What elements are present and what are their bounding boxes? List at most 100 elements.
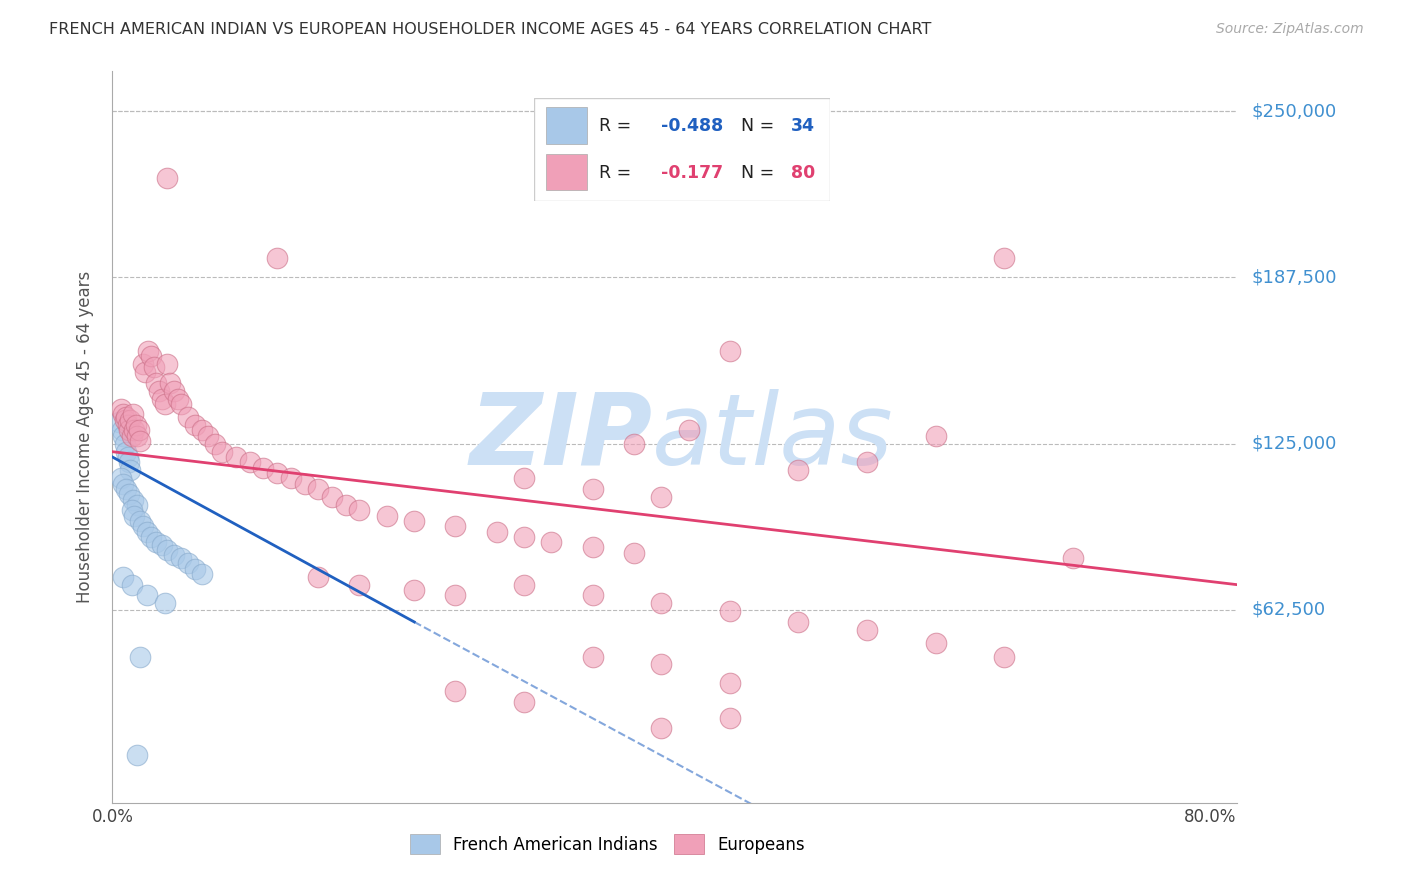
Point — [114, 413, 136, 427]
Point — [128, 424, 150, 438]
Point — [349, 503, 371, 517]
Text: R =: R = — [599, 164, 637, 182]
Point — [114, 436, 136, 450]
Point — [225, 450, 247, 464]
Point — [139, 349, 162, 363]
Text: R =: R = — [599, 117, 637, 135]
Point — [112, 408, 135, 422]
Point — [252, 460, 274, 475]
Point — [148, 384, 170, 398]
Point — [118, 455, 141, 469]
Point — [993, 649, 1015, 664]
Point — [307, 482, 329, 496]
Point — [129, 434, 152, 448]
Point — [581, 588, 603, 602]
Point — [124, 508, 146, 523]
Point — [110, 471, 132, 485]
Text: $250,000: $250,000 — [1251, 103, 1337, 120]
Point — [129, 514, 152, 528]
Text: ZIP: ZIP — [470, 389, 652, 485]
Point — [650, 657, 672, 672]
Text: FRENCH AMERICAN INDIAN VS EUROPEAN HOUSEHOLDER INCOME AGES 45 - 64 YEARS CORRELA: FRENCH AMERICAN INDIAN VS EUROPEAN HOUSE… — [49, 22, 932, 37]
Point — [120, 413, 142, 427]
Point — [136, 343, 159, 358]
Point — [112, 476, 135, 491]
Point — [131, 357, 153, 371]
Point — [718, 604, 741, 618]
Point — [184, 418, 207, 433]
Point — [197, 429, 219, 443]
Point — [118, 487, 141, 501]
Point — [111, 424, 134, 438]
Point — [650, 490, 672, 504]
Point — [787, 463, 810, 477]
Point — [513, 577, 536, 591]
Point — [145, 535, 167, 549]
Point — [150, 392, 173, 406]
Point — [581, 649, 603, 664]
Point — [131, 519, 153, 533]
Point — [211, 444, 233, 458]
Point — [163, 549, 186, 563]
Point — [294, 476, 316, 491]
Point — [307, 570, 329, 584]
Point — [623, 546, 645, 560]
Point — [993, 251, 1015, 265]
Point — [856, 455, 879, 469]
Point — [375, 508, 398, 523]
Point — [127, 429, 149, 443]
Point — [177, 410, 200, 425]
Point — [115, 444, 138, 458]
Point — [280, 471, 302, 485]
Point — [321, 490, 343, 504]
Point — [125, 418, 148, 433]
Point — [112, 570, 135, 584]
Point — [924, 429, 946, 443]
Point — [239, 455, 262, 469]
Point — [134, 365, 156, 379]
Text: -0.488: -0.488 — [661, 117, 724, 135]
Point — [190, 567, 212, 582]
Point — [112, 429, 135, 443]
Point — [117, 450, 139, 464]
Point — [513, 471, 536, 485]
Point — [117, 418, 139, 433]
Point — [581, 541, 603, 555]
Point — [153, 596, 176, 610]
Point — [156, 543, 179, 558]
Point — [1062, 551, 1084, 566]
Point — [190, 424, 212, 438]
Point — [513, 695, 536, 709]
Point — [129, 649, 152, 664]
Point — [204, 436, 226, 450]
Point — [135, 524, 157, 539]
Point — [110, 402, 132, 417]
Point — [444, 684, 467, 698]
Point — [124, 424, 146, 438]
Point — [266, 251, 288, 265]
Point — [349, 577, 371, 591]
Point — [115, 410, 138, 425]
Point — [150, 538, 173, 552]
Point — [153, 397, 176, 411]
Point — [335, 498, 357, 512]
Point — [404, 514, 426, 528]
Point — [159, 376, 181, 390]
Point — [163, 384, 186, 398]
Legend: French American Indians, Europeans: French American Indians, Europeans — [404, 828, 811, 860]
Point — [650, 596, 672, 610]
Point — [167, 392, 190, 406]
Point — [145, 376, 167, 390]
Text: $125,000: $125,000 — [1251, 434, 1337, 453]
Text: N =: N = — [741, 164, 780, 182]
Point — [127, 498, 149, 512]
Point — [135, 588, 157, 602]
Text: atlas: atlas — [652, 389, 894, 485]
Point — [139, 530, 162, 544]
Point — [177, 557, 200, 571]
Point — [718, 711, 741, 725]
Point — [121, 503, 143, 517]
Point — [266, 466, 288, 480]
Point — [120, 463, 142, 477]
Point — [444, 519, 467, 533]
